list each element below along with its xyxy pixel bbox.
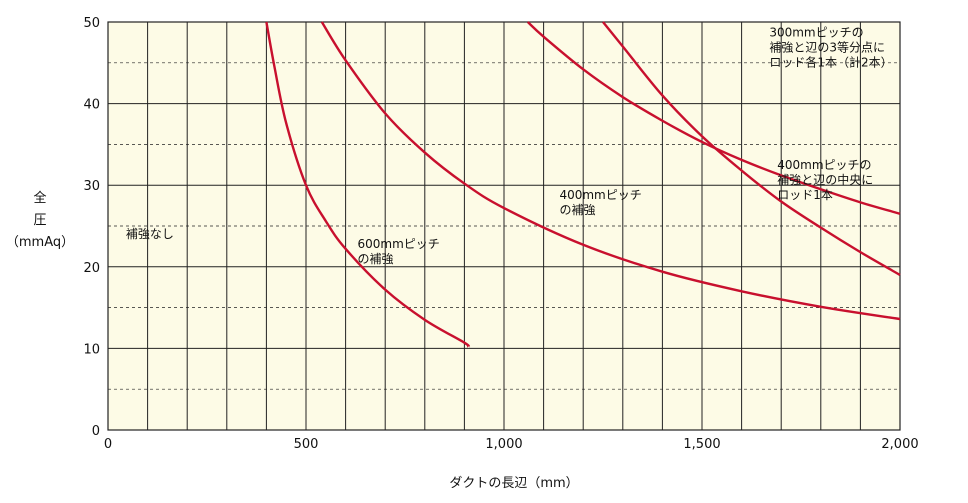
annotation-none: 補強なし: [126, 227, 174, 241]
y-tick-label: 40: [83, 98, 100, 113]
grid: [108, 22, 900, 430]
annotation-300rod: 300mmピッチの補強と辺の3等分点にロッド各1本（計2本）: [769, 26, 892, 70]
tick-labels: 0 500 1,000 1,500 2,000 0 10 20 30 40 50: [83, 16, 918, 452]
y-tick-label: 50: [83, 16, 100, 31]
x-tick-label: 1,500: [683, 437, 720, 452]
annotation-600: 600mmピッチの補強: [357, 237, 439, 266]
y-tick-label: 10: [83, 342, 100, 357]
x-axis-title: ダクトの長辺（mm）: [449, 476, 578, 491]
curve-400rod: [526, 21, 901, 215]
y-axis-title: 全圧（mmAq）: [6, 190, 74, 250]
curve-600: [265, 21, 471, 348]
y-tick-label: 0: [92, 424, 100, 439]
x-tick-label: 1,000: [485, 437, 522, 452]
annotation-400rod: 400mmピッチの補強と辺の中央にロッド1本: [777, 158, 873, 202]
y-tick-label: 20: [83, 261, 100, 276]
x-tick-label: 2,000: [881, 437, 918, 452]
axis-titles: ダクトの長辺（mm） 全圧（mmAq）: [6, 190, 579, 491]
x-tick-label: 500: [294, 437, 319, 452]
annotations: 補強なし 600mmピッチの補強 400mmピッチの補強 400mmピッチの補強と辺の…: [126, 26, 893, 266]
curves: [265, 21, 901, 348]
annotation-400: 400mmピッチの補強: [559, 188, 641, 217]
curve-400: [320, 21, 901, 321]
x-tick-label: 0: [104, 437, 112, 452]
y-tick-label: 30: [83, 179, 100, 194]
curve-300rod: [602, 21, 901, 276]
